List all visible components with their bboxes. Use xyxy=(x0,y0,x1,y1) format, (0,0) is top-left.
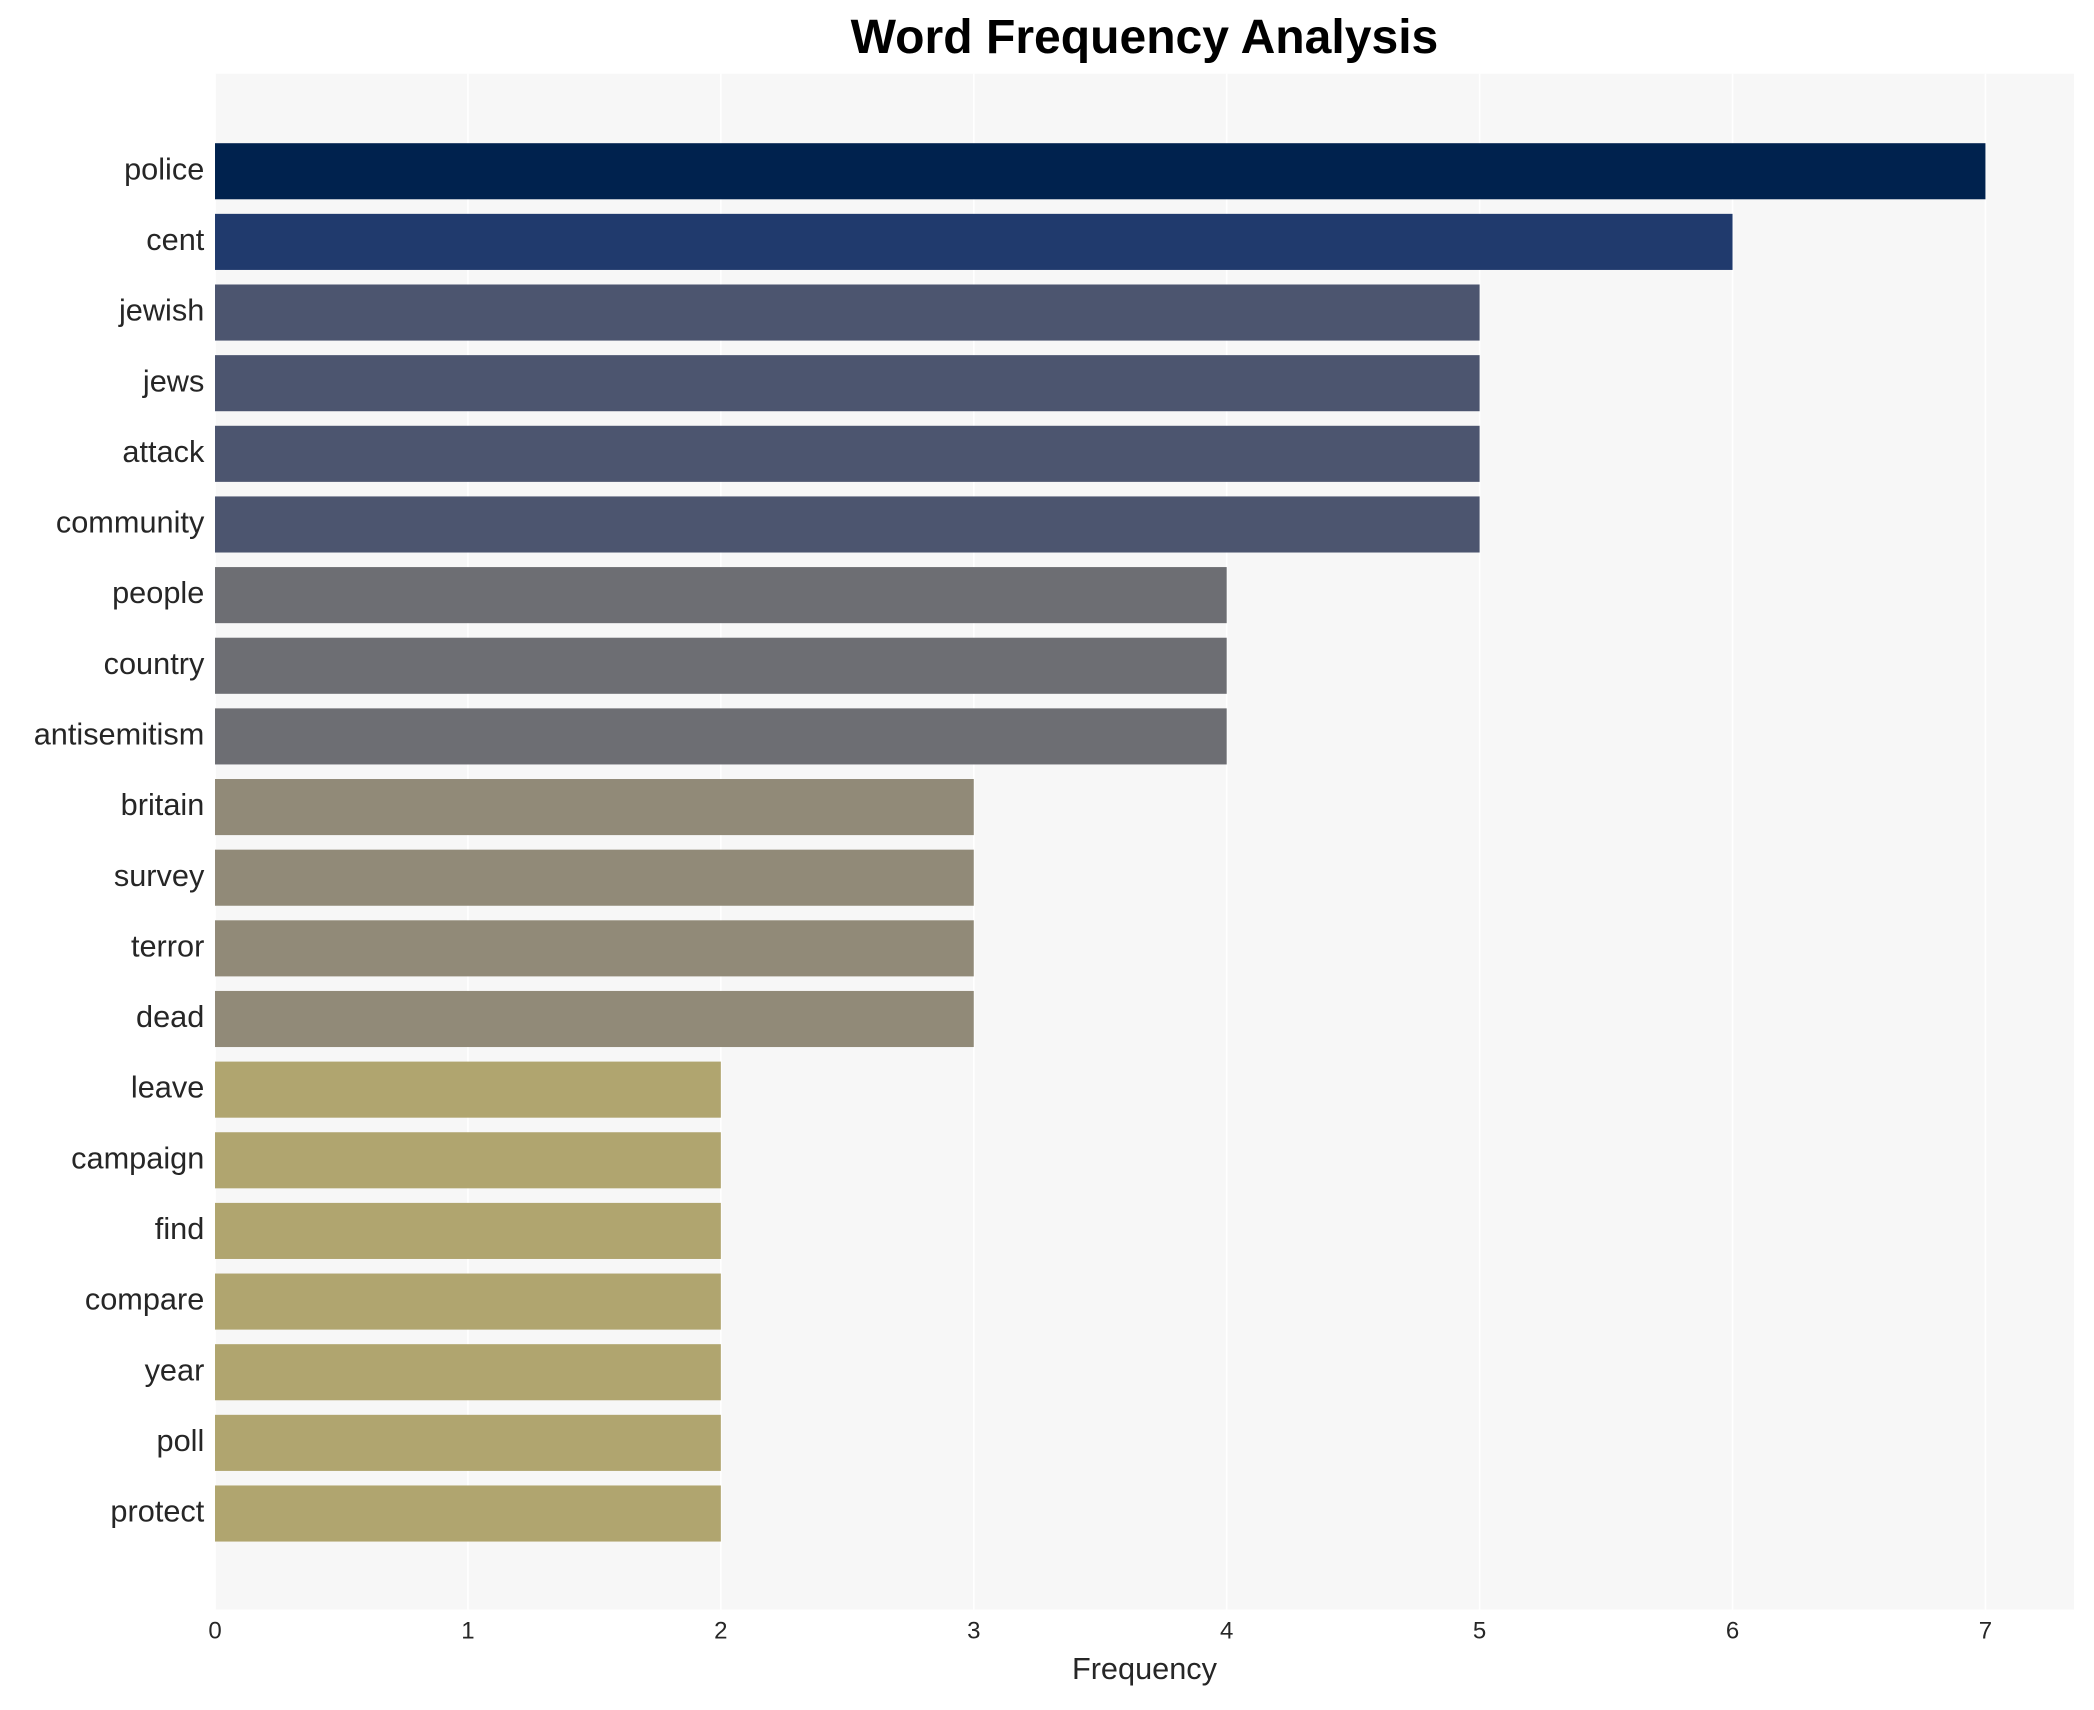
bar xyxy=(215,990,974,1048)
y-tick-label: compare xyxy=(85,1282,204,1317)
x-tick-label: 5 xyxy=(1473,1618,1486,1645)
y-tick-label: survey xyxy=(114,858,205,893)
bar xyxy=(215,1273,721,1330)
y-tick-label: find xyxy=(155,1211,205,1246)
x-tick-label: 2 xyxy=(714,1618,727,1645)
bar xyxy=(215,849,974,906)
bar xyxy=(215,355,1480,412)
y-tick-label: police xyxy=(124,151,204,186)
y-tick-label: people xyxy=(112,575,204,610)
y-tick-label: poll xyxy=(157,1423,205,1458)
y-tick-label: year xyxy=(145,1352,205,1387)
bar xyxy=(215,284,1480,341)
y-tick-label: cent xyxy=(146,222,205,257)
chart-title: Word Frequency Analysis xyxy=(851,10,1439,64)
bar xyxy=(215,708,1227,765)
y-tick-label: country xyxy=(104,646,205,681)
x-tick-label: 4 xyxy=(1220,1618,1233,1645)
x-tick-label: 6 xyxy=(1726,1618,1739,1645)
bar xyxy=(215,143,1986,200)
bar xyxy=(215,213,1733,270)
y-tick-label: jews xyxy=(142,363,204,398)
y-tick-label: campaign xyxy=(71,1140,204,1175)
y-tick-label: antisemitism xyxy=(34,717,205,752)
y-tick-label: dead xyxy=(136,999,204,1034)
bar xyxy=(215,1061,721,1118)
bar xyxy=(215,496,1480,553)
bar xyxy=(215,1344,721,1401)
bar xyxy=(215,920,974,977)
x-tick-label: 1 xyxy=(461,1618,474,1645)
y-tick-label: terror xyxy=(131,928,204,963)
y-tick-label: britain xyxy=(121,787,205,822)
y-tick-label: protect xyxy=(110,1494,204,1529)
bar xyxy=(215,425,1480,482)
bar xyxy=(215,637,1227,694)
bar xyxy=(215,1414,721,1471)
bar xyxy=(215,1202,721,1259)
x-tick-label: 0 xyxy=(208,1618,221,1645)
x-axis-label: Frequency xyxy=(1072,1651,1218,1686)
x-tick-label: 3 xyxy=(967,1618,980,1645)
bar xyxy=(215,1485,721,1542)
y-tick-label: leave xyxy=(131,1070,204,1105)
bar xyxy=(215,1132,721,1189)
y-tick-label: attack xyxy=(122,434,205,469)
y-tick-label: community xyxy=(56,505,205,540)
bar xyxy=(215,779,974,836)
bar xyxy=(215,567,1227,624)
y-tick-label: jewish xyxy=(118,293,204,328)
x-tick-label: 7 xyxy=(1979,1618,1992,1645)
